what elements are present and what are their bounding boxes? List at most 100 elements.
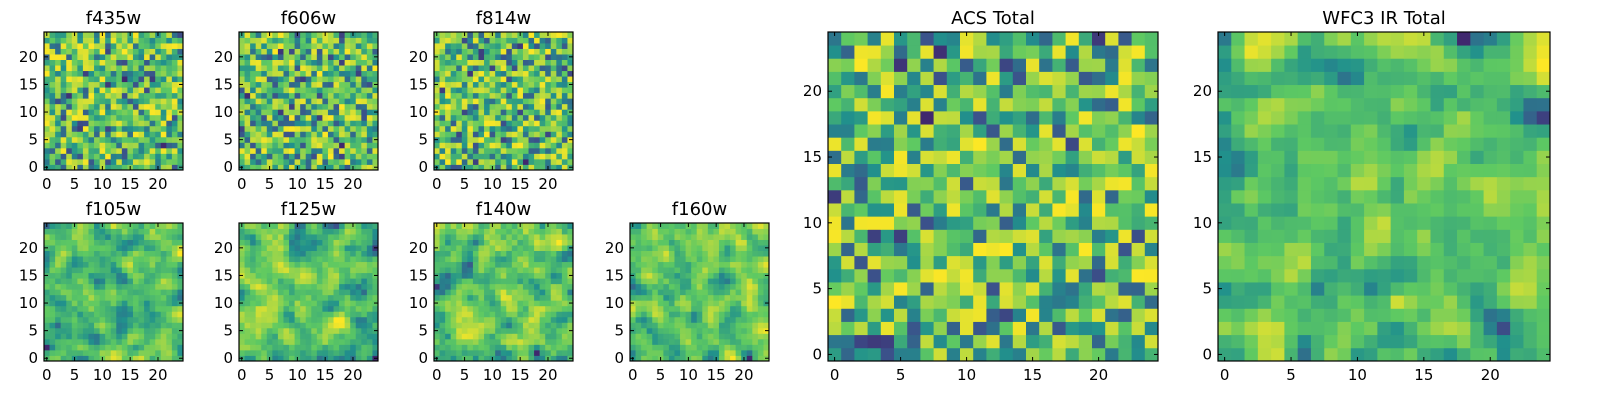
heatmap-cell	[149, 147, 156, 154]
heatmap-cell	[311, 114, 318, 121]
heatmap-cell	[350, 305, 357, 312]
heatmap-cell	[300, 114, 307, 121]
heatmap-cell	[1078, 189, 1093, 204]
heatmap-cell	[484, 300, 490, 307]
heatmap-cell	[289, 164, 295, 171]
heatmap-cell	[266, 349, 273, 356]
heatmap-cell	[741, 278, 748, 285]
heatmap-cell	[467, 322, 474, 329]
heatmap-cell	[127, 70, 134, 77]
heatmap-cell	[144, 65, 151, 72]
heatmap-cell	[277, 267, 284, 274]
heatmap-cell	[434, 338, 440, 345]
heatmap-cell	[550, 114, 557, 121]
heatmap-cell	[261, 311, 268, 318]
heatmap-cell	[567, 114, 574, 121]
heatmap-cell	[166, 136, 173, 143]
heatmap-cell	[635, 327, 642, 334]
heatmap-cell	[567, 239, 574, 246]
heatmap-cell	[567, 76, 574, 83]
heatmap-cell	[311, 228, 318, 235]
heatmap-cell	[489, 300, 496, 307]
heatmap-cell	[94, 164, 100, 171]
heatmap-cell	[685, 261, 692, 268]
heatmap-cell	[511, 349, 518, 356]
heatmap-cell	[702, 305, 709, 312]
heatmap-cell	[55, 54, 62, 60]
heatmap-cell	[333, 158, 340, 165]
heatmap-cell	[283, 283, 290, 290]
heatmap-cell	[55, 81, 62, 88]
heatmap-cell	[144, 103, 151, 110]
heatmap-cell	[272, 142, 279, 149]
heatmap-cell	[741, 327, 748, 334]
heatmap-cell	[674, 338, 681, 345]
heatmap-cell	[718, 272, 725, 279]
heatmap-cell	[110, 142, 117, 149]
heatmap-cell	[138, 289, 145, 296]
heatmap-cell	[71, 109, 78, 116]
heatmap-cell	[445, 43, 452, 49]
heatmap-cell	[489, 131, 496, 138]
heatmap-cell	[155, 158, 162, 165]
heatmap-cell	[327, 158, 334, 165]
heatmap-cell	[450, 239, 457, 246]
heatmap-cell	[160, 87, 167, 94]
heatmap-cell	[652, 344, 659, 351]
x-tick-label: 15	[316, 366, 335, 384]
heatmap-cell	[82, 109, 89, 116]
heatmap-cell	[718, 344, 725, 351]
heatmap-cell	[250, 305, 257, 312]
heatmap-cell	[528, 311, 535, 318]
heatmap-cell	[545, 327, 552, 334]
heatmap-cell	[556, 228, 563, 235]
heatmap-cell	[522, 239, 529, 246]
heatmap-cell	[71, 283, 78, 290]
heatmap-cell	[350, 278, 357, 285]
heatmap-cell	[986, 282, 1000, 296]
heatmap-cell	[333, 245, 340, 251]
heatmap-cell	[344, 92, 351, 99]
heatmap-cell	[445, 142, 452, 149]
heatmap-cell	[283, 228, 290, 235]
heatmap-cell	[1026, 216, 1040, 230]
heatmap-cell	[506, 37, 513, 44]
heatmap-cell	[500, 48, 507, 55]
heatmap-cell	[322, 92, 329, 99]
heatmap-cell	[294, 245, 301, 251]
heatmap-cell	[350, 250, 357, 257]
heatmap-cell	[511, 305, 518, 312]
heatmap-cell	[350, 114, 357, 121]
heatmap-cell	[272, 294, 279, 301]
heatmap-cell	[250, 311, 257, 318]
heatmap-cell	[261, 136, 268, 143]
heatmap-cell	[511, 223, 518, 229]
heatmap-cell	[561, 48, 568, 55]
heatmap-cell	[49, 76, 56, 83]
heatmap-cell	[478, 142, 485, 149]
heatmap-cell	[500, 256, 507, 263]
heatmap-cell	[434, 316, 440, 323]
heatmap-cell	[718, 311, 725, 318]
heatmap-cell	[752, 267, 759, 274]
heatmap-cell	[1131, 203, 1146, 217]
heatmap-cell	[511, 65, 518, 72]
heatmap-cell	[495, 305, 502, 312]
heatmap-cell	[239, 87, 245, 94]
heatmap-cell	[110, 344, 117, 351]
heatmap-cell	[99, 327, 106, 334]
heatmap-cell	[450, 109, 457, 116]
heatmap-cell	[277, 76, 284, 83]
heatmap-cell	[138, 272, 145, 279]
heatmap-cell	[272, 48, 279, 55]
heatmap-cell	[735, 294, 742, 301]
heatmap-cell	[707, 256, 714, 263]
heatmap-cell	[66, 327, 73, 334]
heatmap-cell	[272, 223, 279, 229]
heatmap-cell	[517, 48, 524, 55]
heatmap-cell	[116, 70, 123, 77]
heatmap-cell	[261, 234, 268, 240]
heatmap-cell	[239, 92, 245, 99]
heatmap-cell	[138, 37, 145, 44]
heatmap-cell	[250, 278, 257, 285]
